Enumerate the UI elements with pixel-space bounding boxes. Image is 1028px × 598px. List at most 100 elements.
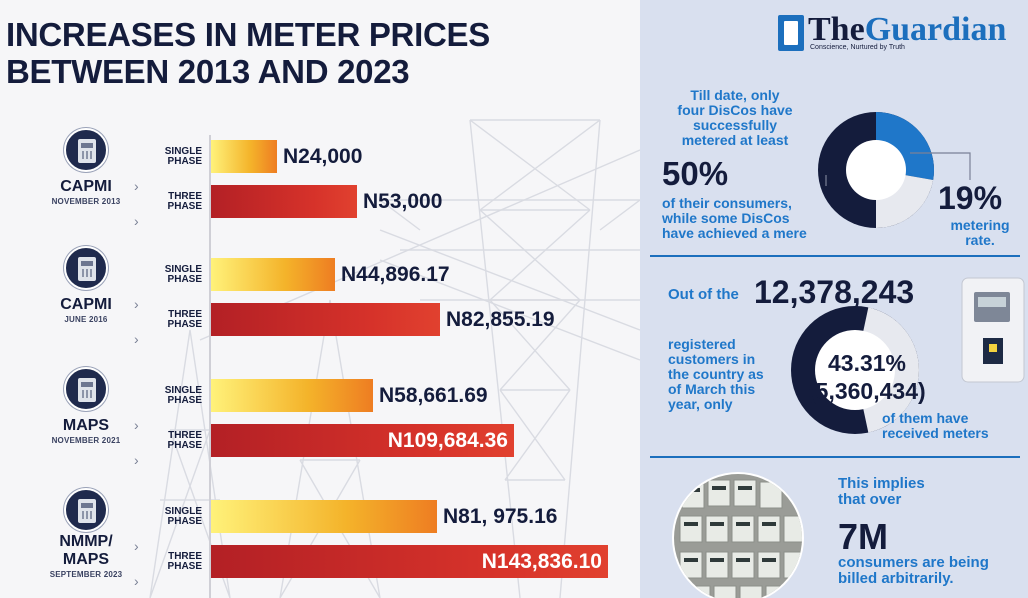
phase-label-line: PHASE [167,440,202,451]
bar-value-label: N58,661.69 [379,384,488,407]
scheme-name: MAPS [62,551,110,568]
phase-label-line: THREE [168,191,202,202]
text-line: billed arbitrarily. [838,570,954,587]
meter-image [961,277,1025,383]
meter-icon [64,128,108,172]
bar-value-label: N81, 975.16 [443,505,558,528]
phase-label-line: THREE [168,430,202,441]
phase-label-line: PHASE [167,395,202,406]
phase-label: SINGLE PHASE [140,386,202,406]
text-line: metering [950,217,1010,233]
divider-1 [650,255,1020,257]
meter-face-icon [78,257,96,281]
phase-label: SINGLE PHASE [140,147,202,167]
meters-photo [672,472,804,598]
bar-three-phase [211,303,440,336]
chart-baseline [209,135,211,598]
meter-icon [64,246,108,290]
text-line: of their consumers, [662,195,792,211]
text-line: four DisCos have [677,102,793,118]
bar-single-phase [211,379,373,412]
metering-rate-stat: 19% [938,180,1003,216]
meter-icon [64,367,108,411]
phase-label-line: PHASE [167,516,202,527]
phase-label: SINGLE PHASE [140,507,202,527]
bar-single-phase [211,500,437,533]
phase-label-line: SINGLE [164,264,202,275]
bar-three-phase [211,185,357,218]
info-panel-graphics [672,112,1025,598]
meter-icon [64,488,108,532]
brand-guardian: Guardian [864,11,1007,48]
text-line: rate. [965,232,995,248]
phase-label-line: PHASE [167,201,202,212]
bar-three-phase [211,424,514,457]
chevron-right-icon: › [134,331,139,347]
brand-wordmark: TheGuardian [808,10,1006,50]
phase-label: THREE PHASE [140,192,202,212]
bar-three-phase [211,545,608,578]
phase-label-line: PHASE [167,561,202,572]
bar-single-phase [211,258,335,291]
phase-label-line: THREE [168,309,202,320]
scheme-name: MAPS [62,417,110,434]
phase-label-line: SINGLE [164,385,202,396]
brand-the: The [808,11,865,48]
metering-rate-label: metering rate. [940,218,1020,248]
chart-title-line-1: INCREASES IN METER PRICES [6,16,490,53]
info-panel: Till date, only four DisCos have successfu… [640,0,1028,598]
phase-label-line: PHASE [167,319,202,330]
text-line: customers in [668,351,756,367]
meter-coverage-donut [791,306,919,434]
meter-face-icon [78,378,96,402]
phase-label: THREE PHASE [140,552,202,572]
text-line: This implies [838,475,925,492]
panel1-outro: of their consumers, while some DisCos have… [662,196,852,241]
text-line: the country as [668,366,764,382]
meter-coverage-suffix: of them have received meters [882,411,1022,441]
phase-label-line: PHASE [167,274,202,285]
meter-face-icon [78,139,96,163]
scheme-name: CAPMI [60,178,112,195]
chevron-right-icon: › [134,213,139,229]
meter-coverage-percent: 43.31% [828,350,907,376]
scheme-date: NOVEMBER 2021 [51,436,121,445]
bar-value-label: N24,000 [283,145,363,168]
meter-coverage-count: (5,360,434) [808,378,926,404]
chevron-right-icon: › [134,573,139,589]
chevron-right-icon: › [134,538,139,554]
meter-face-icon [78,499,96,523]
phase-label-line: SINGLE [164,146,202,157]
text-line: have achieved a mere [662,225,807,241]
panel3-intro: This implies that over [838,476,1018,508]
brand-tagline: Conscience, Nurtured by Truth [810,44,905,51]
text-line: while some DisCos [662,210,790,226]
phase-label: THREE PHASE [140,431,202,451]
panel1-big-percent: 50% [662,155,729,192]
metering-rate-donut [818,112,934,228]
scheme-name: CAPMI [60,296,112,313]
scheme-date: SEPTEMBER 2023 [49,570,123,579]
text-line: metered at least [681,132,789,148]
bar-single-phase [211,140,277,173]
text-line: Till date, only [690,87,780,103]
text-line: that over [838,491,902,508]
phase-label: SINGLE PHASE [140,265,202,285]
scheme-name: NMMP/ [59,533,113,550]
price-chart-panel: INCREASES IN METER PRICES BETWEEN 2013 A… [6,16,640,598]
panel2-description: registered customers in the country as of M… [668,337,798,412]
scheme-date: NOVEMBER 2013 [51,197,121,206]
panel2-prefix: Out of the [668,286,739,303]
bar-value-label: N143,836.10 [481,550,602,573]
panel1-intro: Till date, only four DisCos have successfu… [640,88,830,148]
bar-value-label: N53,000 [363,190,443,213]
billed-arbitrarily-count: 7M [838,516,889,557]
phase-label-line: SINGLE [164,506,202,517]
phase-label: THREE PHASE [140,310,202,330]
chart-title-line-2: BETWEEN 2013 AND 2023 [6,53,410,90]
guardian-logo-icon [778,15,804,51]
chevron-right-icon: › [134,417,139,433]
chevron-right-icon: › [134,296,139,312]
panel3-outro: consumers are being billed arbitrarily. [838,555,1028,587]
text-line: consumers are being [838,554,989,571]
